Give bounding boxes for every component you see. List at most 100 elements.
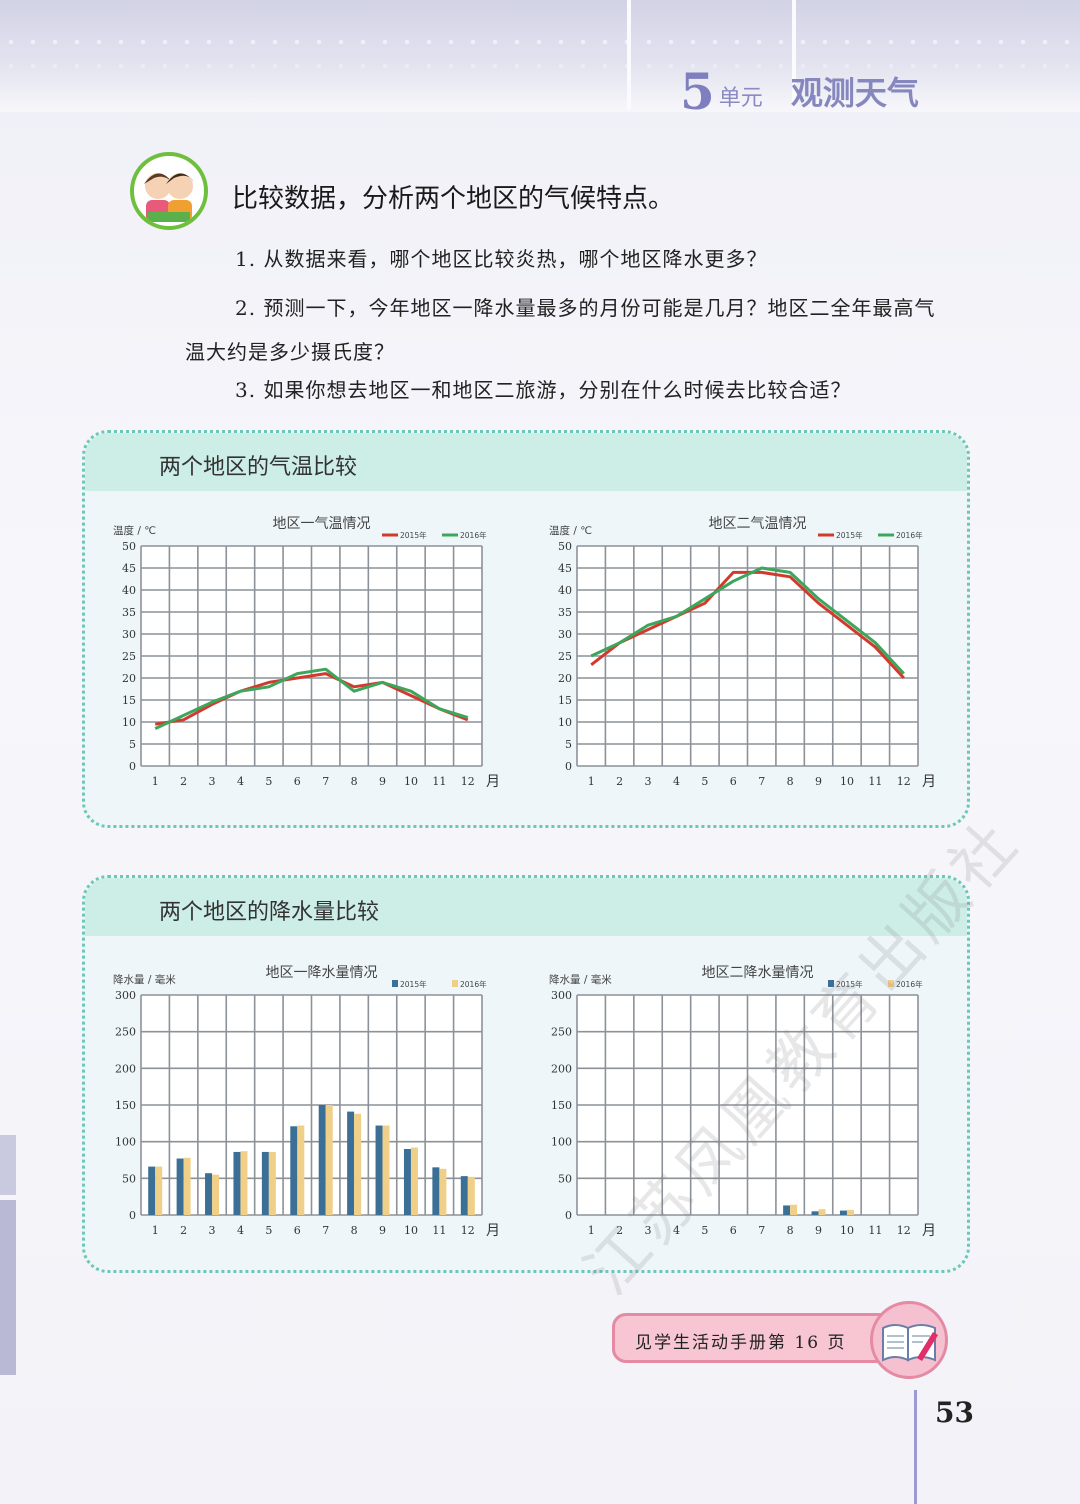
x-tick-label: 12 [461,1224,475,1237]
bar [268,1151,276,1215]
y-tick-label: 50 [558,1172,572,1185]
bar [176,1158,184,1215]
x-tick-label: 7 [758,775,765,788]
x-tick-label: 5 [265,775,272,788]
panel-header: 两个地区的气温比较 [85,433,967,491]
x-tick-label: 7 [322,1224,329,1237]
y-tick-label: 30 [122,628,136,641]
legend-label: 2016年 [896,530,923,540]
bar [382,1125,390,1215]
x-axis-unit: 月 [486,1223,500,1239]
header-dots [0,38,1080,46]
x-tick-label: 4 [673,775,680,788]
panel-title: 两个地区的气温比较 [159,455,358,480]
y-axis-label: 温度 / ℃ [549,524,592,537]
chart-title: 地区一气温情况 [273,516,371,532]
y-tick-label: 200 [115,1062,136,1075]
bar [467,1176,475,1215]
x-tick-label: 2 [180,1224,187,1237]
y-tick-label: 300 [115,989,136,1002]
y-tick-label: 250 [115,1026,136,1039]
y-tick-label: 20 [122,672,136,685]
y-tick-label: 5 [129,738,136,751]
unit-label: 单元 [718,86,763,111]
y-tick-label: 100 [115,1136,136,1149]
chart-title: 地区二降水量情况 [702,965,814,981]
side-tab [0,1135,16,1195]
x-tick-label: 1 [152,1224,159,1237]
y-axis-label: 降水量 / 毫米 [113,973,176,986]
x-tick-label: 4 [673,1224,680,1237]
bar [155,1166,163,1215]
legend-label: 2016年 [460,530,487,540]
x-tick-label: 12 [897,1224,911,1237]
series-line [154,672,469,726]
legend-label: 2015年 [400,979,427,989]
bar [297,1125,305,1215]
y-tick-label: 150 [551,1099,572,1112]
x-axis-unit: 月 [922,774,936,790]
x-axis-unit: 月 [922,1223,936,1239]
x-tick-label: 3 [645,775,652,788]
unit-number: 5 [680,62,715,121]
legend-swatch [392,980,398,987]
header-dots [0,62,1080,70]
y-tick-label: 0 [129,760,136,773]
x-tick-label: 5 [701,775,708,788]
y-tick-label: 35 [122,606,136,619]
legend-swatch [828,980,834,987]
x-tick-label: 11 [432,1224,446,1237]
x-tick-label: 5 [265,1224,272,1237]
bar [375,1125,383,1215]
legend-swatch [452,980,458,987]
y-tick-label: 10 [122,716,136,729]
x-tick-label: 3 [645,1224,652,1237]
y-tick-label: 15 [122,694,136,707]
x-tick-label: 1 [588,1224,595,1237]
bar [403,1149,411,1215]
legend-label: 2015年 [400,530,427,540]
y-tick-label: 0 [129,1209,136,1222]
page-number-divider [914,1390,917,1504]
legend-label: 2016年 [460,979,487,989]
y-tick-label: 0 [565,760,572,773]
question-3: 3. 如果你想去地区一和地区二旅游，分别在什么时候去比较合适？ [235,378,852,402]
question-2: 2. 预测一下，今年地区一降水量最多的月份可能是几月？地区二全年最高气温大约是多… [185,296,936,364]
question-1: 1. 从数据来看，哪个地区比较炎热，哪个地区降水更多？ [235,247,768,271]
workbook-reference: 见学生活动手册第 16 页 [612,1313,897,1363]
y-tick-label: 45 [122,562,136,575]
bar [811,1211,819,1215]
bar [783,1205,791,1215]
x-tick-label: 9 [815,1224,822,1237]
x-tick-label: 6 [730,1224,737,1237]
x-axis-unit: 月 [486,774,500,790]
bar [205,1173,213,1215]
x-tick-label: 12 [897,775,911,788]
y-tick-label: 40 [558,584,572,597]
bar [290,1126,298,1215]
y-tick-label: 40 [122,584,136,597]
x-tick-label: 2 [616,775,623,788]
panel-title: 两个地区的降水量比较 [159,900,380,925]
bar [318,1105,326,1215]
page-number: 53 [935,1396,974,1429]
panel-header: 两个地区的降水量比较 [85,878,967,936]
x-tick-label: 7 [322,775,329,788]
y-tick-label: 5 [565,738,572,751]
bar [148,1166,156,1215]
series-line [590,570,905,680]
side-tab [0,1200,16,1375]
y-axis-label: 降水量 / 毫米 [549,973,612,986]
chart-title: 地区二气温情况 [709,516,807,532]
y-tick-label: 25 [122,650,136,663]
unit-header-band [0,0,1080,112]
x-tick-label: 9 [379,1224,386,1237]
x-tick-label: 8 [787,775,794,788]
bar [347,1111,355,1215]
header-divider [627,0,631,110]
x-tick-label: 8 [351,775,358,788]
legend-swatch [888,980,894,987]
